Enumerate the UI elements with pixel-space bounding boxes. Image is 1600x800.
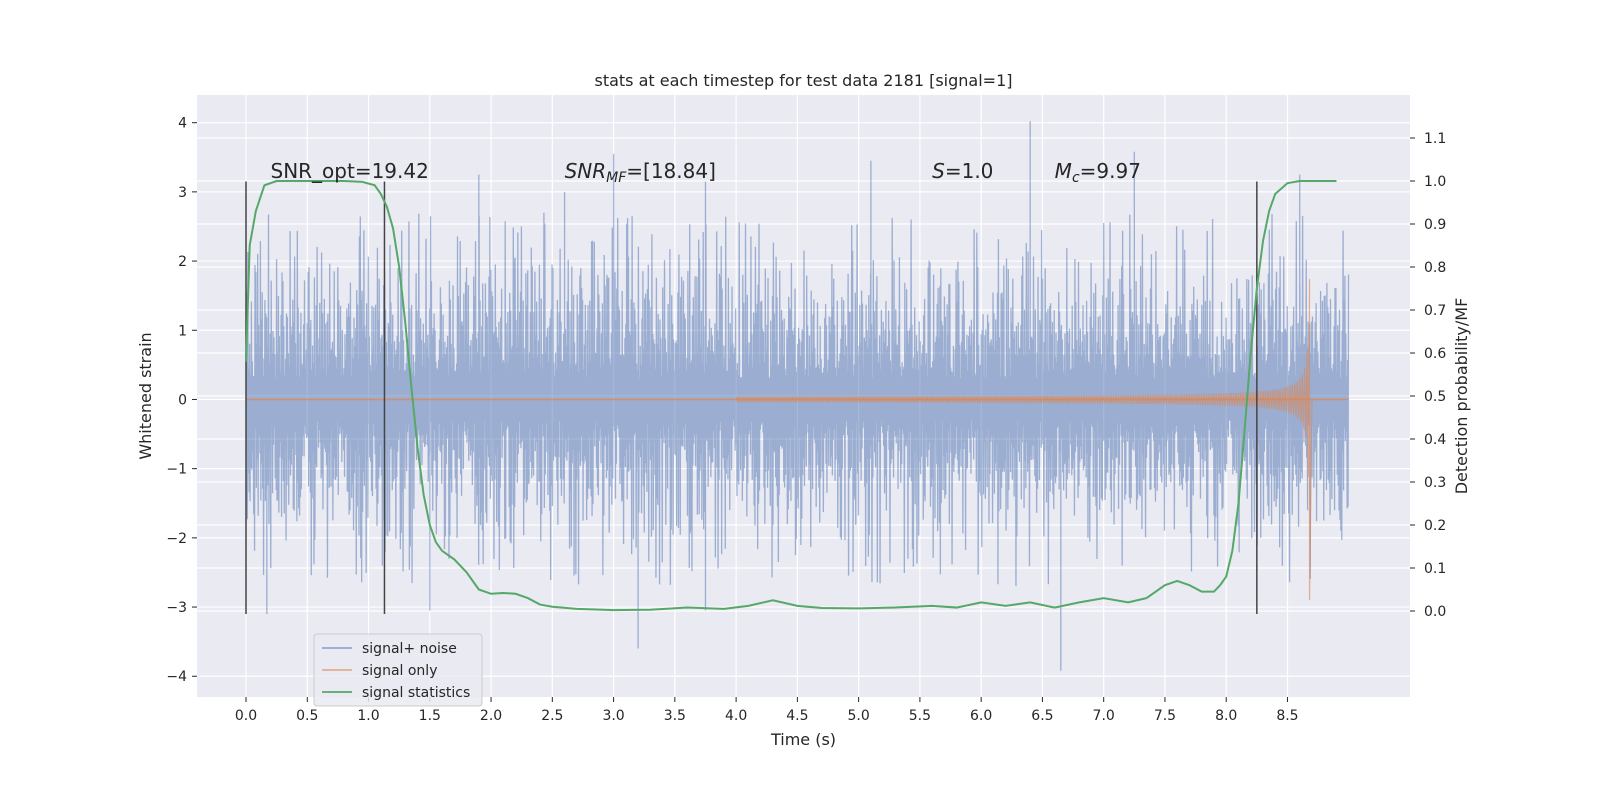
series-signal-statistics [245, 180, 1337, 612]
y-tick-label: −1 [166, 462, 187, 478]
legend-label: signal+ noise [362, 641, 457, 657]
right-y-tick-label: 1.0 [1424, 174, 1446, 190]
legend-box [313, 633, 483, 707]
annotation-snr-mf-value: =[18.84] [626, 159, 716, 183]
annotation-snr-mf: SNRMF=[18.84] [565, 159, 716, 186]
right-y-tick-label: 0.7 [1424, 303, 1446, 319]
y-tick-label: 2 [178, 254, 187, 270]
right-y-axis-label: Detection probability/MF [1452, 298, 1471, 495]
x-tick-label: 0.0 [235, 708, 257, 724]
chart-title: stats at each timestep for test data 218… [594, 71, 1012, 90]
x-tick-label: 8.0 [1215, 708, 1237, 724]
y-tick-label: −4 [166, 669, 187, 685]
vertical-lines [245, 181, 1258, 614]
x-tick-label: 7.5 [1154, 708, 1176, 724]
y-axis-ticks: 4 3 2 1 0 −1 −2 −3 −4 [166, 116, 197, 685]
right-y-tick-label: 1.1 [1424, 131, 1446, 147]
legend: signal+ noise signal only signal statistic… [313, 633, 483, 707]
x-tick-label: 5.0 [848, 708, 870, 724]
y-tick-label: 0 [178, 392, 187, 408]
annotation-s-value: =1.0 [945, 159, 994, 183]
right-y-tick-label: 0.0 [1424, 604, 1446, 620]
x-axis-label: Time (s) [770, 730, 836, 749]
x-tick-label: 6.0 [970, 708, 992, 724]
x-tick-label: 0.5 [296, 708, 318, 724]
annotation-mc: Mc=9.97 [1055, 159, 1141, 186]
x-tick-label: 3.0 [602, 708, 624, 724]
x-tick-label: 5.5 [909, 708, 931, 724]
x-tick-label: 2.0 [480, 708, 502, 724]
annotation-mc-sub: c [1072, 170, 1080, 186]
x-tick-label: 3.5 [664, 708, 686, 724]
series-signal-noise [245, 121, 1350, 671]
right-y-tick-label: 0.1 [1424, 561, 1446, 577]
legend-label: signal statistics [362, 685, 470, 701]
x-tick-label: 4.0 [725, 708, 747, 724]
y-tick-label: 3 [178, 185, 187, 201]
x-tick-label: 7.0 [1093, 708, 1115, 724]
y-tick-label: 1 [178, 323, 187, 339]
right-y-tick-label: 0.4 [1424, 432, 1446, 448]
y-axis-label: Whitened strain [136, 332, 155, 459]
annotation-s-var: S [932, 159, 945, 183]
y-tick-label: −3 [166, 600, 187, 616]
right-y-axis-ticks: 1.1 1.0 0.9 0.8 0.7 0.6 0.5 0.4 0.3 0.2 0.1 0.0 [1410, 131, 1446, 620]
x-tick-label: 8.5 [1276, 708, 1298, 724]
x-axis-ticks: 0.0 0.5 1.0 1.5 2.0 2.5 3.0 3.5 4.0 4.5 5.0 5.5 6.0 6… [235, 697, 1299, 724]
legend-label: signal only [362, 663, 437, 679]
x-tick-label: 4.5 [786, 708, 808, 724]
right-y-tick-label: 0.9 [1424, 217, 1446, 233]
y-tick-label: 4 [178, 116, 187, 132]
annotation-mc-base: M [1055, 159, 1072, 183]
x-tick-label: 2.5 [541, 708, 563, 724]
annotation-s: S=1.0 [932, 159, 993, 183]
annotation-snr-mf-sub: MF [606, 170, 627, 186]
right-y-tick-label: 0.2 [1424, 518, 1446, 534]
right-y-tick-label: 0.8 [1424, 260, 1446, 276]
right-y-tick-label: 0.3 [1424, 475, 1446, 491]
annotation-mc-value: =9.97 [1080, 159, 1141, 183]
right-y-tick-label: 0.6 [1424, 346, 1446, 362]
x-tick-label: 1.0 [357, 708, 379, 724]
annotation-snr-opt: SNR_opt=19.42 [271, 159, 429, 183]
annotation-snr-mf-base: SNR [565, 159, 607, 183]
series-signal-only [735, 278, 1313, 601]
x-tick-label: 1.5 [419, 708, 441, 724]
y-tick-label: −2 [166, 531, 187, 547]
right-y-tick-label: 0.5 [1424, 389, 1446, 405]
x-tick-label: 6.5 [1031, 708, 1053, 724]
